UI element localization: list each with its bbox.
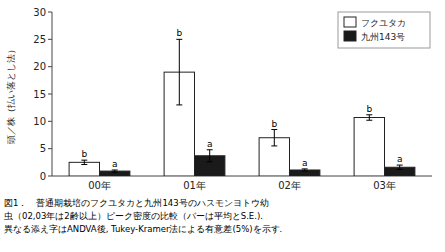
legend: フクユタカ九州143号 — [338, 12, 430, 48]
y-tick — [48, 148, 52, 149]
significance-label: b — [271, 119, 277, 129]
legend-label: 九州143号 — [361, 32, 405, 42]
y-tick-label: 20 — [33, 61, 46, 72]
y-tick-label: 15 — [33, 89, 46, 100]
error-bar — [271, 130, 277, 146]
significance-label: b — [366, 104, 372, 114]
error-bar — [366, 115, 372, 120]
bar — [100, 171, 130, 176]
legend-label: フクユタカ — [361, 18, 406, 28]
y-tick-label: 25 — [33, 34, 46, 45]
legend-box — [338, 12, 430, 48]
significance-label: a — [112, 159, 118, 169]
x-tick-label: 03年 — [373, 180, 396, 191]
y-tick-label: 5 — [40, 143, 46, 154]
error-bar — [302, 169, 308, 171]
y-tick-label: 0 — [40, 171, 46, 182]
y-tick — [48, 12, 52, 13]
error-bar — [176, 39, 182, 105]
x-tick-label: 02年 — [278, 180, 301, 191]
y-tick — [48, 176, 52, 177]
legend-swatch — [344, 31, 356, 41]
y-tick-label: 30 — [33, 7, 46, 18]
y-tick — [48, 39, 52, 40]
bar — [290, 170, 320, 176]
y-axis: 0 5 10 15 20 25 30 — [33, 7, 432, 182]
significance-label: a — [302, 158, 308, 168]
caption: 図1． 普通期栽培のフクユタカと九州143号のハスモンヨトウ幼 — [4, 198, 269, 208]
significance-label: a — [207, 139, 213, 149]
caption: 異なる添え字はANDVA後, Tukey-Kramer法による有意差(5%)を示… — [4, 224, 282, 234]
bar — [354, 118, 384, 176]
y-tick — [48, 66, 52, 67]
error-bar — [81, 160, 87, 164]
chart: 0 5 10 15 20 25 30 頭／株（払い落とし法） 00年 01年 02年 03年 b b b b a… — [0, 0, 445, 252]
bars — [69, 39, 415, 176]
x-tick-label: 01年 — [183, 180, 206, 191]
caption: 虫（02,03年は2齢以上）ピーク密度の比較（バーは平均とS.E.). — [4, 211, 263, 221]
significance-label: b — [81, 149, 87, 159]
significance-label: a — [397, 154, 403, 164]
legend-swatch — [344, 17, 356, 27]
bar — [69, 162, 99, 176]
error-bar — [397, 165, 403, 169]
error-bar — [112, 170, 118, 172]
y-tick — [48, 121, 52, 122]
y-axis-label: 頭／株（払い落とし法） — [6, 45, 16, 144]
y-tick-label: 10 — [33, 116, 46, 127]
x-tick-label: 00年 — [88, 180, 111, 191]
y-axis-line — [52, 12, 53, 176]
y-tick — [48, 94, 52, 95]
significance-label: b — [176, 28, 182, 38]
error-bar — [207, 150, 213, 162]
